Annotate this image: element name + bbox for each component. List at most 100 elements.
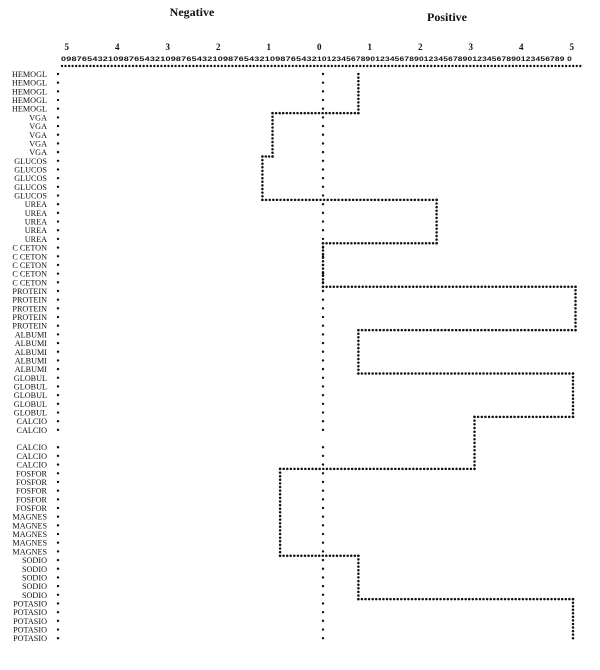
- trace-dot: [378, 372, 382, 375]
- trace-dot: [286, 198, 290, 202]
- trace-dot: [396, 597, 399, 601]
- trace-dot: [473, 437, 476, 441]
- axis-dot: [323, 64, 326, 68]
- row-label: SODIO: [22, 582, 47, 591]
- trace-dot: [516, 328, 519, 332]
- axis-dot: [533, 64, 536, 68]
- trace-dot: [545, 285, 548, 288]
- trace-dot: [494, 285, 498, 288]
- axis-dot: [525, 64, 529, 68]
- zero-dot: [321, 463, 325, 466]
- trace-dot: [408, 285, 411, 288]
- trace-dot: [321, 274, 325, 278]
- trace-dot: [538, 285, 541, 288]
- trace-dot: [325, 285, 328, 288]
- trace-dot: [364, 372, 367, 375]
- zero-dot: [321, 428, 325, 432]
- trace-dot: [426, 285, 429, 288]
- trace-dot: [393, 285, 397, 288]
- row-dot: [56, 81, 60, 84]
- trace-dot: [278, 485, 282, 489]
- trace-dot: [396, 242, 399, 245]
- row-dot: [56, 393, 60, 397]
- trace-dot: [548, 328, 552, 332]
- trace-dot: [321, 252, 325, 256]
- trace-dot: [301, 198, 304, 202]
- trace-dot: [279, 198, 282, 202]
- trace-dot: [571, 383, 575, 386]
- trace-dot: [332, 242, 335, 245]
- zero-dot: [321, 385, 325, 388]
- trace-dot: [307, 467, 311, 471]
- axis-dot: [383, 64, 387, 68]
- trace-dot: [321, 278, 325, 281]
- trace-dot: [293, 467, 296, 471]
- trace-dot: [517, 415, 520, 419]
- trace-dot: [571, 411, 575, 415]
- trace-dot: [541, 285, 545, 288]
- trace-dot: [374, 597, 378, 601]
- axis-dot: [67, 64, 71, 68]
- trace-dot: [415, 328, 418, 332]
- trace-dot: [388, 198, 391, 202]
- trace-dot: [337, 198, 340, 202]
- trace-dot: [545, 328, 548, 332]
- trace-dot: [498, 328, 501, 332]
- axis-dot: [320, 64, 323, 68]
- row-dot: [56, 402, 60, 406]
- trace-dot: [382, 597, 385, 601]
- axis-dot: [348, 64, 351, 68]
- trace-dot: [397, 467, 401, 471]
- axis-dot: [298, 64, 302, 68]
- trace-dot: [484, 285, 487, 288]
- axis-dot: [188, 64, 191, 68]
- axis-dot: [146, 64, 149, 68]
- trace-dot: [417, 597, 421, 601]
- row-label: GLOBUL: [14, 374, 47, 383]
- trace-dot: [329, 467, 332, 471]
- trace-dot: [475, 597, 478, 601]
- trace-dot: [543, 372, 546, 375]
- trace-dot: [328, 554, 332, 557]
- trace-dot: [430, 467, 433, 471]
- row-dot: [56, 385, 60, 388]
- trace-dot: [564, 597, 568, 601]
- row-label: GLUCOS: [14, 165, 47, 174]
- axis-dot: [501, 64, 504, 68]
- row-label: C CETON: [12, 270, 47, 279]
- row-dot: [56, 628, 60, 631]
- trace-dot: [344, 198, 348, 202]
- axis-dot: [405, 64, 408, 68]
- trace-dot: [570, 285, 574, 288]
- trace-dot: [429, 328, 432, 332]
- trace-dot: [482, 597, 485, 601]
- axis-dot: [138, 64, 142, 68]
- trace-dot: [357, 576, 360, 579]
- trace-dot: [325, 242, 328, 245]
- trace-dot: [357, 350, 360, 354]
- trace-dot: [372, 285, 375, 288]
- trace-dot: [299, 111, 303, 115]
- trace-dot: [375, 242, 378, 245]
- trace-dot: [350, 467, 354, 471]
- trace-dot: [321, 249, 325, 252]
- trace-dot: [574, 307, 577, 310]
- trace-dot: [556, 328, 559, 332]
- trace-dot: [571, 375, 575, 379]
- trace-dot: [498, 415, 502, 419]
- trace-dot: [419, 467, 422, 471]
- trace-dot: [502, 285, 505, 288]
- trace-dot: [564, 415, 567, 419]
- trace-dot: [466, 467, 469, 471]
- axis-dot: [486, 64, 490, 68]
- axis-dot: [295, 64, 298, 68]
- trace-dot: [357, 354, 360, 357]
- trace-dot: [450, 597, 453, 601]
- zero-dot: [321, 376, 325, 379]
- trace-dot: [535, 372, 539, 375]
- zero-dot: [321, 393, 325, 397]
- trace-dot: [271, 115, 274, 118]
- row-dot: [56, 142, 60, 145]
- trace-dot: [469, 285, 473, 288]
- axis-dot: [231, 64, 234, 68]
